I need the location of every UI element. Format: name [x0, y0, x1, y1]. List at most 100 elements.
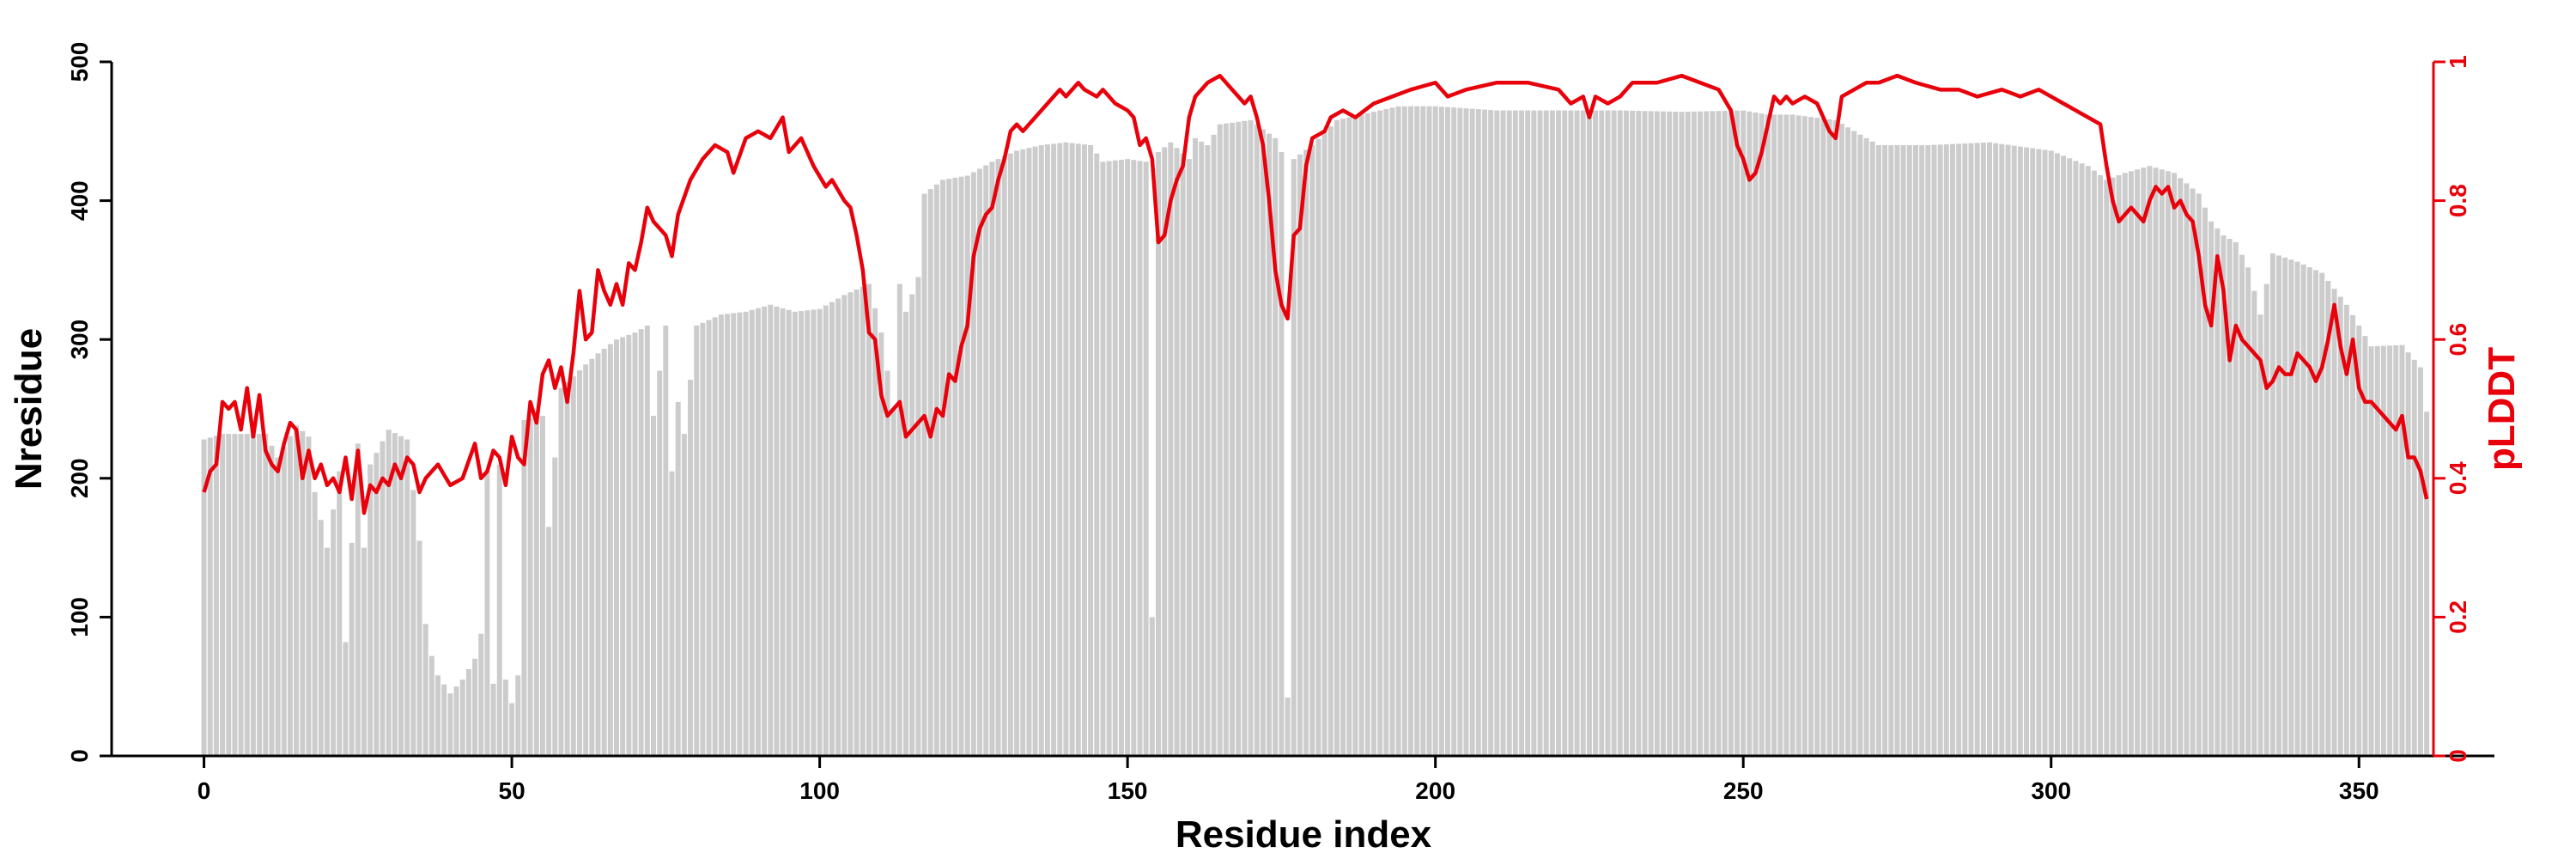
bar	[1795, 115, 1801, 756]
bar	[1420, 106, 1426, 756]
bar	[1679, 112, 1685, 756]
bar	[1728, 110, 1734, 756]
bar	[2257, 314, 2263, 756]
bar	[269, 445, 275, 756]
bar	[1845, 127, 1851, 756]
bar	[2017, 146, 2023, 756]
bar	[1882, 144, 1888, 756]
bar	[2011, 145, 2017, 757]
bar	[2411, 359, 2417, 756]
bar	[1869, 141, 1875, 757]
bar	[2393, 344, 2399, 756]
bar	[620, 337, 626, 756]
bar	[1525, 110, 1531, 756]
bar	[318, 520, 324, 756]
bar	[1248, 119, 1254, 756]
bar	[349, 542, 355, 756]
bar	[1574, 110, 1580, 756]
bar	[1506, 110, 1512, 756]
bar	[1531, 110, 1537, 756]
bar	[1112, 160, 1118, 757]
bar	[2061, 155, 2067, 757]
bar	[2233, 242, 2239, 757]
bar	[755, 308, 761, 757]
bar	[1648, 111, 1654, 756]
bar	[1808, 117, 1814, 756]
bar	[1001, 155, 1007, 756]
bar	[700, 322, 706, 756]
bar	[1186, 159, 1192, 756]
bar	[1562, 110, 1568, 756]
x-tick-label: 0	[197, 777, 211, 804]
bar	[1408, 106, 1413, 756]
bar	[632, 332, 638, 756]
bar	[281, 447, 287, 756]
bar	[1205, 144, 1211, 756]
bar	[2067, 158, 2073, 756]
bar	[410, 490, 416, 756]
bar	[1888, 144, 1894, 756]
bar	[1894, 144, 1900, 756]
bar	[306, 436, 312, 756]
bar	[688, 380, 694, 756]
bar	[712, 317, 718, 756]
bar	[1051, 143, 1057, 757]
bar	[1038, 144, 1044, 756]
bar	[2122, 173, 2128, 756]
bar	[1999, 143, 2005, 757]
bar	[1556, 110, 1562, 756]
bar	[1081, 144, 1087, 756]
bar	[558, 387, 564, 756]
bar	[1297, 154, 1303, 757]
bar	[1753, 112, 1759, 757]
bar	[2172, 173, 2178, 756]
bar	[447, 693, 453, 756]
bar	[386, 430, 392, 756]
bar	[453, 686, 459, 756]
bar	[2005, 144, 2011, 756]
bar	[441, 684, 447, 756]
bar	[1168, 142, 1174, 757]
bar	[2313, 270, 2319, 756]
bar	[2147, 166, 2153, 756]
bar	[1710, 111, 1716, 756]
y-right-tick-label: 0.8	[2445, 184, 2471, 217]
bar	[2319, 272, 2325, 756]
bar	[2221, 235, 2227, 756]
bar	[1593, 110, 1599, 756]
y-right-axis-title: pLDDT	[2481, 347, 2523, 471]
bar	[361, 547, 367, 756]
bar	[1943, 143, 1949, 757]
bar	[1956, 143, 1962, 757]
bar	[1106, 161, 1112, 757]
bar	[1242, 120, 1248, 757]
bar	[1254, 125, 1260, 756]
bar	[817, 308, 823, 756]
y-right-tick-label: 0	[2445, 749, 2471, 763]
bar	[915, 277, 921, 757]
bar	[1599, 110, 1605, 756]
y-tick-label: 100	[66, 597, 93, 637]
bar	[2135, 169, 2141, 757]
bar	[1285, 698, 1291, 756]
bar	[958, 176, 964, 757]
bar	[244, 434, 250, 756]
bar	[614, 339, 619, 756]
bar	[878, 332, 884, 756]
y-right-tick-label: 0.2	[2445, 600, 2471, 634]
bar	[1143, 161, 1149, 757]
bar	[343, 642, 349, 756]
bar	[459, 679, 465, 756]
bar	[2276, 255, 2282, 756]
bar	[774, 306, 780, 756]
bar	[1463, 108, 1469, 756]
bar	[2380, 345, 2386, 756]
bar	[1716, 111, 1722, 756]
bar	[1832, 119, 1838, 756]
bar	[2202, 207, 2208, 756]
bar	[368, 464, 374, 756]
bar	[1321, 132, 1327, 757]
bar	[355, 443, 361, 756]
bar	[539, 416, 545, 756]
bar	[1667, 111, 1673, 757]
